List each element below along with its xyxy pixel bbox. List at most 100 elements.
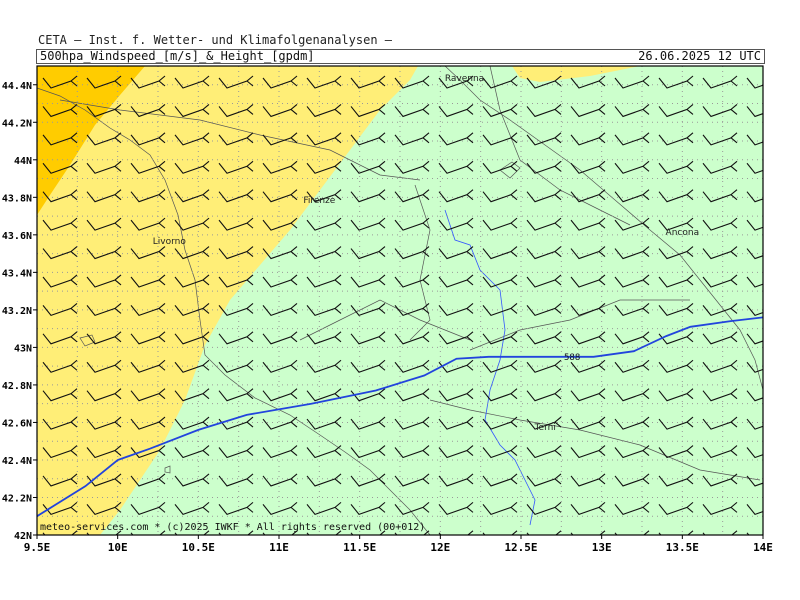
wind-barb	[438, 217, 474, 231]
city-label: Ancona	[666, 228, 700, 238]
wind-barb	[526, 473, 562, 487]
wind-barb	[86, 246, 122, 260]
wind-barb	[306, 501, 342, 516]
wind-barb	[614, 75, 650, 89]
wind-barb	[570, 132, 606, 146]
wind-barb	[658, 445, 694, 459]
wind-barb	[570, 246, 606, 260]
product-bar: 500hpa_Windspeed_[m/s]_&_Height_[gpdm] 2…	[36, 49, 765, 64]
wind-barb	[438, 530, 474, 535]
wind-barb	[306, 246, 342, 260]
wind-barb	[702, 445, 738, 459]
coastline-adriatic	[444, 66, 763, 391]
wind-barb	[42, 331, 78, 345]
rivers	[444, 209, 536, 526]
y-tick-label: 44N	[14, 156, 32, 167]
wind-barb	[262, 274, 298, 288]
city-label: Firenze	[303, 196, 335, 206]
wind-barb	[262, 530, 298, 535]
region-border-1	[59, 99, 421, 181]
wind-barb	[482, 359, 518, 373]
wind-barb	[394, 302, 430, 317]
wind-barb	[42, 302, 78, 317]
geography	[37, 66, 763, 535]
wind-barb	[174, 104, 210, 118]
wind-barb	[130, 501, 166, 516]
y-tick-label: 43.4N	[2, 268, 32, 279]
wind-barb	[702, 274, 738, 288]
height-contour: 588	[37, 316, 763, 517]
wind-barb	[130, 75, 166, 89]
wind-barb	[306, 160, 342, 174]
wind-barb	[262, 445, 298, 459]
wind-barb	[350, 217, 386, 231]
shade-orange-nw	[37, 66, 145, 215]
wind-barb	[218, 445, 254, 459]
wind-barb	[218, 530, 254, 535]
wind-barb	[218, 359, 254, 373]
wind-barb	[482, 274, 518, 288]
wind-barb	[482, 246, 518, 260]
region-border-5	[489, 66, 631, 226]
wind-barb	[218, 416, 254, 430]
wind-barb	[658, 246, 694, 260]
wind-barb	[42, 132, 78, 146]
latitude-axis: 42N 42.2N 42.4N 42.6N 42.8N 43N 43.2N 43.4N 43.6…	[2, 81, 37, 542]
wind-barb	[614, 217, 650, 231]
wind-barb	[438, 416, 474, 430]
wind-barb	[42, 75, 78, 89]
wind-barbs	[42, 75, 763, 535]
wind-barb	[130, 104, 166, 118]
y-tick-label: 44.4N	[2, 81, 32, 92]
wind-barb	[614, 189, 650, 203]
x-tick-label: 11.5E	[343, 541, 376, 554]
wind-barb	[526, 445, 562, 459]
wind-barb	[438, 302, 474, 317]
wind-barb	[482, 132, 518, 146]
wind-barb	[350, 132, 386, 146]
wind-barb	[438, 501, 474, 516]
x-tick-label: 13E	[592, 541, 612, 554]
wind-barb	[350, 274, 386, 288]
wind-barb	[570, 388, 606, 402]
wind-barb	[86, 132, 122, 146]
wind-barb	[306, 75, 342, 89]
wind-barb	[218, 331, 254, 345]
wind-barb	[438, 160, 474, 174]
wind-barb	[526, 75, 562, 89]
wind-barb	[86, 217, 122, 231]
wind-barb	[130, 445, 166, 459]
wind-barb	[658, 501, 694, 516]
wind-barb	[86, 501, 122, 516]
wind-barb	[526, 416, 562, 430]
wind-barb	[394, 501, 430, 516]
wind-barb	[350, 501, 386, 516]
wind-barb	[570, 445, 606, 459]
wind-barb	[702, 331, 738, 345]
wind-barb	[570, 217, 606, 231]
wind-barb	[130, 160, 166, 174]
wind-barb	[306, 445, 342, 459]
wind-barb	[526, 189, 562, 203]
wind-barb	[438, 189, 474, 203]
wind-barb	[42, 359, 78, 373]
wind-barb	[746, 475, 763, 487]
y-tick-label: 43.8N	[2, 193, 32, 204]
river-tiber	[444, 209, 536, 526]
wind-barb	[702, 388, 738, 402]
wind-barb	[86, 445, 122, 459]
wind-barb	[262, 217, 298, 231]
wind-barb	[526, 359, 562, 373]
x-tick-label: 9.5E	[24, 541, 51, 554]
plot-frame	[36, 65, 764, 536]
wind-barb	[614, 302, 650, 317]
x-tick-label: 12.5E	[504, 541, 537, 554]
wind-barb	[350, 75, 386, 89]
wind-barb	[42, 104, 78, 118]
x-tick-label: 10.5E	[182, 541, 215, 554]
y-tick-label: 42N	[14, 531, 32, 542]
wind-barb	[394, 274, 430, 288]
lake-trasimeno	[499, 161, 521, 179]
wind-barb	[218, 274, 254, 288]
